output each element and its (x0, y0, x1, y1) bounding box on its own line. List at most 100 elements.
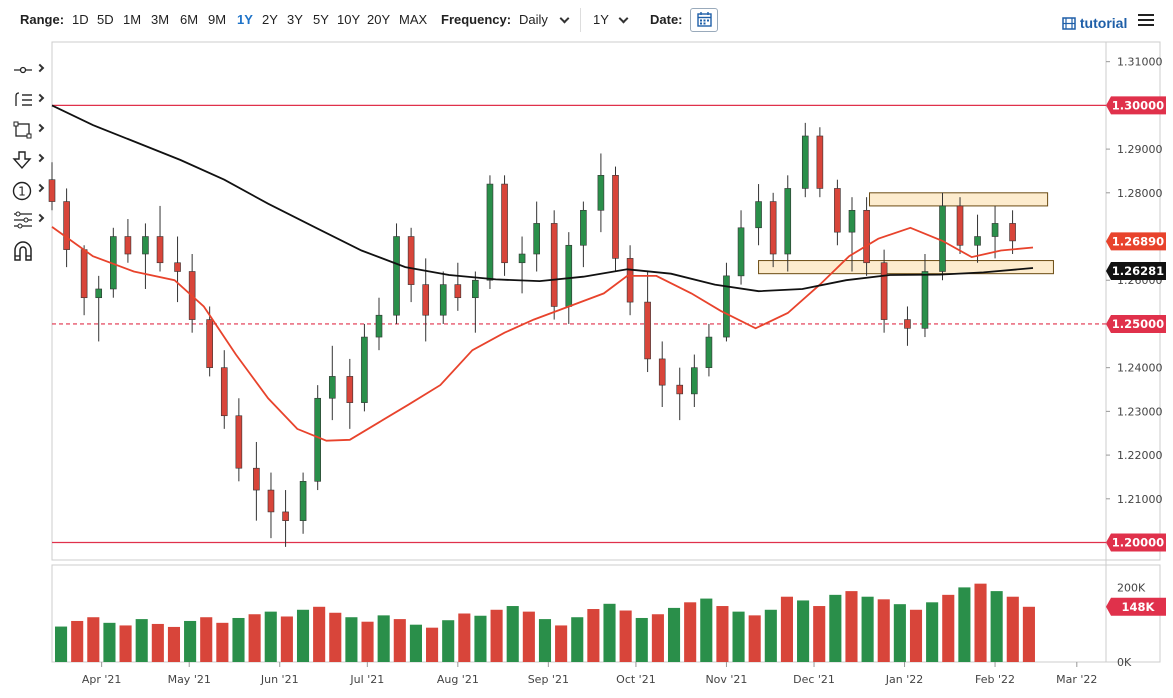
volume-bar (409, 624, 422, 662)
volume-bar (458, 613, 471, 662)
volume-bar (216, 622, 229, 662)
top-toolbar: Range: 1D 5D 1M 3M 6M 9M 1Y 2Y 3Y 5Y 10Y 20Y MAX Fre… (0, 0, 1173, 40)
sma-slow-line (51, 104, 1034, 293)
arrow-down-tool[interactable] (10, 148, 46, 172)
candle-body (880, 262, 888, 320)
volume-bar (280, 616, 293, 662)
x-tick-label: Aug '21 (437, 673, 479, 686)
x-tick-label: Jan '22 (885, 673, 923, 686)
candle (267, 472, 275, 539)
candle-body (439, 284, 447, 316)
sliders-icon (14, 211, 32, 229)
candle (63, 188, 70, 268)
frequency-select[interactable]: Daily (519, 12, 548, 27)
hamburger-menu-icon[interactable] (1138, 14, 1154, 28)
range-button-10y[interactable]: 10Y (337, 12, 361, 27)
range-button-3y[interactable]: 3Y (287, 12, 303, 27)
drawing-layers-tool[interactable] (10, 208, 46, 232)
range-button-3m[interactable]: 3M (151, 12, 170, 27)
candle-body (235, 415, 243, 469)
candle (80, 245, 88, 316)
volume-bar (748, 615, 761, 662)
candle-body (565, 244, 573, 307)
volume-bar (732, 611, 745, 662)
candle (393, 223, 400, 324)
candle (784, 175, 792, 272)
candle-body (658, 358, 666, 386)
level-price-label-bg (1106, 533, 1166, 552)
candle (816, 127, 824, 198)
candle-body (63, 201, 70, 250)
range-button-1d[interactable]: 1D (72, 12, 89, 27)
candle-body (361, 336, 368, 403)
magnet-tool[interactable] (10, 238, 46, 262)
candle (407, 227, 415, 303)
candle (626, 245, 634, 316)
range-button-2y[interactable]: 2Y (262, 12, 278, 27)
volume-bar (442, 620, 455, 662)
candle-body (580, 209, 587, 246)
x-tick-label: May '21 (168, 673, 211, 686)
candle (501, 175, 508, 276)
y-tick-label: 1.29000 (1117, 143, 1163, 156)
y-tick-label: 1.21000 (1117, 493, 1163, 506)
candle-body (755, 201, 762, 229)
tutorial-link[interactable]: tutorial (1062, 15, 1127, 31)
counter-tool[interactable]: 1 (10, 178, 46, 202)
level-price-label: 1.30000 (1106, 96, 1166, 115)
candle-body (142, 236, 149, 255)
candle-body (612, 175, 619, 259)
last-price-label-text: 1.26890 (1112, 234, 1164, 248)
range-button-20y[interactable]: 20Y (367, 12, 391, 27)
candle-body (486, 183, 494, 281)
candle-body (314, 397, 321, 482)
indicator-list-tool[interactable] (10, 88, 46, 112)
volume-bar (571, 617, 584, 662)
magnet-icon (14, 241, 32, 261)
level-price-label: 1.20000 (1106, 533, 1166, 552)
volume-bar (538, 619, 552, 662)
candle-body (921, 271, 929, 329)
candle-body (375, 314, 383, 338)
candle-body (299, 481, 307, 521)
candle (737, 210, 745, 285)
candle (95, 275, 103, 342)
candle-body (328, 376, 336, 399)
range-button-6m[interactable]: 6M (180, 12, 199, 27)
range-button-9m[interactable]: 9M (208, 12, 227, 27)
crosshair-tool[interactable] (10, 58, 46, 82)
volume-bar (1006, 596, 1019, 662)
volume-bar (797, 600, 810, 662)
candle (956, 197, 964, 255)
level-price-label-bg (1106, 96, 1166, 115)
candle-body (550, 223, 558, 307)
tutorial-label: tutorial (1079, 15, 1128, 31)
x-tick-label: Apr '21 (82, 673, 122, 686)
volume-bar (667, 607, 681, 662)
shape-tool[interactable] (10, 118, 46, 142)
volume-bar (103, 622, 116, 662)
range-button-5d[interactable]: 5D (97, 12, 114, 27)
line-tool-icon (14, 66, 32, 74)
candle (991, 205, 999, 259)
x-tick-label: Nov '21 (705, 673, 747, 686)
volume-bar (877, 599, 890, 662)
rectangle-icon (13, 121, 32, 139)
range-button-1y[interactable]: 1Y (237, 12, 253, 27)
candle-body (904, 319, 911, 329)
candle-body (863, 209, 870, 264)
volume-bar (55, 626, 68, 662)
candle-body (501, 183, 508, 264)
period-select[interactable]: 1Y (593, 12, 609, 27)
volume-bar (248, 614, 261, 662)
sma-slow-label-text: 1.26281 (1112, 264, 1164, 278)
number-one-icon: 1 (12, 181, 32, 201)
range-button-5y[interactable]: 5Y (313, 12, 329, 27)
candle-body (48, 179, 56, 202)
date-picker-button[interactable] (690, 8, 718, 32)
volume-bar (426, 627, 439, 662)
range-button-max[interactable]: MAX (399, 12, 428, 27)
candle-body (816, 135, 824, 189)
range-button-1m[interactable]: 1M (123, 12, 142, 27)
